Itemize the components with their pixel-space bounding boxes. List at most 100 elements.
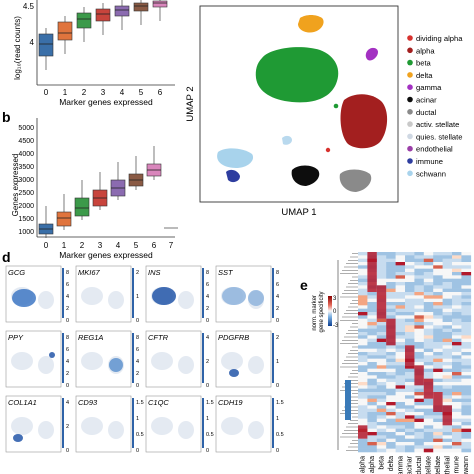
heatmap-cell bbox=[442, 312, 453, 316]
panel-a-ylabel: log₁₀(read counts) bbox=[13, 16, 22, 80]
heatmap-cell bbox=[376, 348, 387, 353]
heatmap-cell bbox=[405, 412, 415, 416]
heatmap-cell bbox=[433, 312, 443, 316]
heatmap-cell bbox=[367, 362, 378, 366]
heatmap-cell bbox=[376, 372, 387, 376]
heatmap-cell bbox=[461, 442, 472, 446]
heatmap-cell bbox=[452, 395, 462, 399]
heatmap-cell bbox=[405, 308, 415, 313]
heatmap-cell bbox=[376, 398, 387, 403]
heatmap-cell bbox=[452, 338, 462, 343]
heatmap-column-labels: alpha alpha beta delta gamma acinar ductal stel… bbox=[360, 455, 470, 474]
heatmap-cell bbox=[442, 402, 453, 406]
colorbar-label: norm. marker gene specificity bbox=[312, 291, 325, 332]
panel-a-xticks: 0 1 2 3 4 5 6 bbox=[44, 88, 163, 97]
gene-colorbar-tick: 2 bbox=[206, 306, 209, 312]
panel-a-yticks: 4 4.5 bbox=[23, 2, 35, 47]
heatmap-cell bbox=[367, 292, 378, 296]
legend-marker bbox=[407, 35, 413, 41]
heatmap-cell bbox=[461, 408, 472, 413]
heatmap-cell bbox=[414, 272, 425, 276]
heatmap-cell bbox=[461, 362, 472, 366]
heatmap-cell bbox=[452, 332, 462, 336]
heatmap-cell bbox=[442, 302, 453, 306]
heatmap-cell bbox=[433, 328, 443, 333]
heatmap-cell bbox=[405, 265, 415, 269]
heatmap-cell bbox=[461, 395, 472, 399]
heatmap-cell bbox=[386, 292, 396, 296]
heatmap-cell bbox=[433, 385, 443, 389]
heatmap-cell bbox=[423, 325, 434, 329]
heatmap-cell bbox=[442, 378, 453, 383]
heatmap-cell bbox=[452, 425, 462, 429]
heatmap-cell bbox=[358, 415, 368, 419]
heatmap-cell bbox=[358, 282, 368, 286]
heatmap-cell bbox=[395, 388, 406, 393]
heatmap-cell bbox=[452, 348, 462, 353]
heatmap-cell bbox=[405, 292, 415, 296]
heatmap-cell bbox=[442, 288, 453, 293]
legend-marker bbox=[407, 47, 413, 54]
heatmap-cell bbox=[414, 415, 425, 419]
heatmap-cell bbox=[461, 338, 472, 343]
heatmap-cell bbox=[376, 415, 387, 419]
legend-marker bbox=[407, 84, 413, 90]
heatmap-cell bbox=[423, 302, 434, 306]
gene-colorbar-tick: 0 bbox=[136, 448, 139, 454]
legend-marker bbox=[407, 59, 413, 66]
heatmap-cell bbox=[423, 435, 434, 439]
heatmap-cell bbox=[433, 265, 443, 269]
heatmap-cell bbox=[442, 268, 453, 273]
heatmap-cell bbox=[414, 438, 425, 443]
colorbar-top: 3 bbox=[333, 296, 337, 302]
heatmap-cell bbox=[376, 432, 387, 436]
heatmap-cell bbox=[452, 415, 462, 419]
heatmap-cell bbox=[395, 345, 406, 349]
heatmap-cell bbox=[414, 342, 425, 346]
heatmap-cell bbox=[386, 302, 396, 306]
gene-colorbar bbox=[272, 398, 274, 448]
heatmap-cell bbox=[414, 448, 425, 453]
heatmap-cell bbox=[376, 442, 387, 446]
heatmap-cell bbox=[405, 342, 415, 346]
heatmap-cell bbox=[386, 378, 396, 383]
legend-marker bbox=[407, 109, 413, 115]
cluster-immune bbox=[226, 169, 240, 183]
heatmap-cell bbox=[442, 428, 453, 433]
gene-colorbar-tick: 0 bbox=[206, 448, 209, 454]
heatmap-cell bbox=[395, 275, 406, 279]
gene-colorbar-tick: 2 bbox=[136, 270, 139, 276]
legend-label: delta bbox=[416, 71, 433, 80]
heatmap-cell bbox=[423, 308, 434, 313]
heatmap-cell bbox=[395, 292, 406, 296]
heatmap-cell bbox=[376, 328, 387, 333]
heatmap-cell bbox=[395, 342, 406, 346]
umap-silhouette bbox=[178, 291, 194, 309]
umap-silhouette bbox=[11, 417, 33, 435]
heatmap-cell bbox=[367, 335, 378, 339]
gene-panel: PPY 8 6 4 2 0 bbox=[5, 330, 69, 389]
heatmap-column-label: immune bbox=[454, 456, 461, 474]
gene-colorbar-tick: 6 bbox=[136, 347, 139, 353]
gene-name: REG1A bbox=[78, 333, 103, 342]
heatmap-cell bbox=[405, 278, 415, 283]
heatmap-cell bbox=[461, 305, 472, 309]
heatmap-cell bbox=[358, 255, 368, 259]
umap-silhouette bbox=[108, 291, 124, 309]
gene-colorbar-tick: 4 bbox=[66, 359, 69, 365]
heatmap-cell bbox=[395, 318, 406, 323]
heatmap-cell bbox=[358, 405, 368, 409]
heatmap-cell bbox=[414, 398, 425, 403]
gene-colorbar bbox=[132, 268, 134, 318]
heatmap-cell bbox=[433, 308, 443, 313]
heatmap-cell bbox=[386, 295, 396, 299]
heatmap-cell bbox=[405, 322, 415, 326]
heatmap-cell bbox=[452, 305, 462, 309]
heatmap-cell bbox=[376, 445, 387, 449]
heatmap-cell bbox=[376, 428, 387, 433]
heatmap-cell bbox=[395, 365, 406, 369]
panel-b-xticks: 0 1 2 3 4 5 6 7 bbox=[44, 241, 174, 250]
heatmap-cell bbox=[386, 288, 396, 293]
heatmap-cell bbox=[414, 418, 425, 423]
panel-b-xtick: 1 bbox=[62, 241, 67, 250]
